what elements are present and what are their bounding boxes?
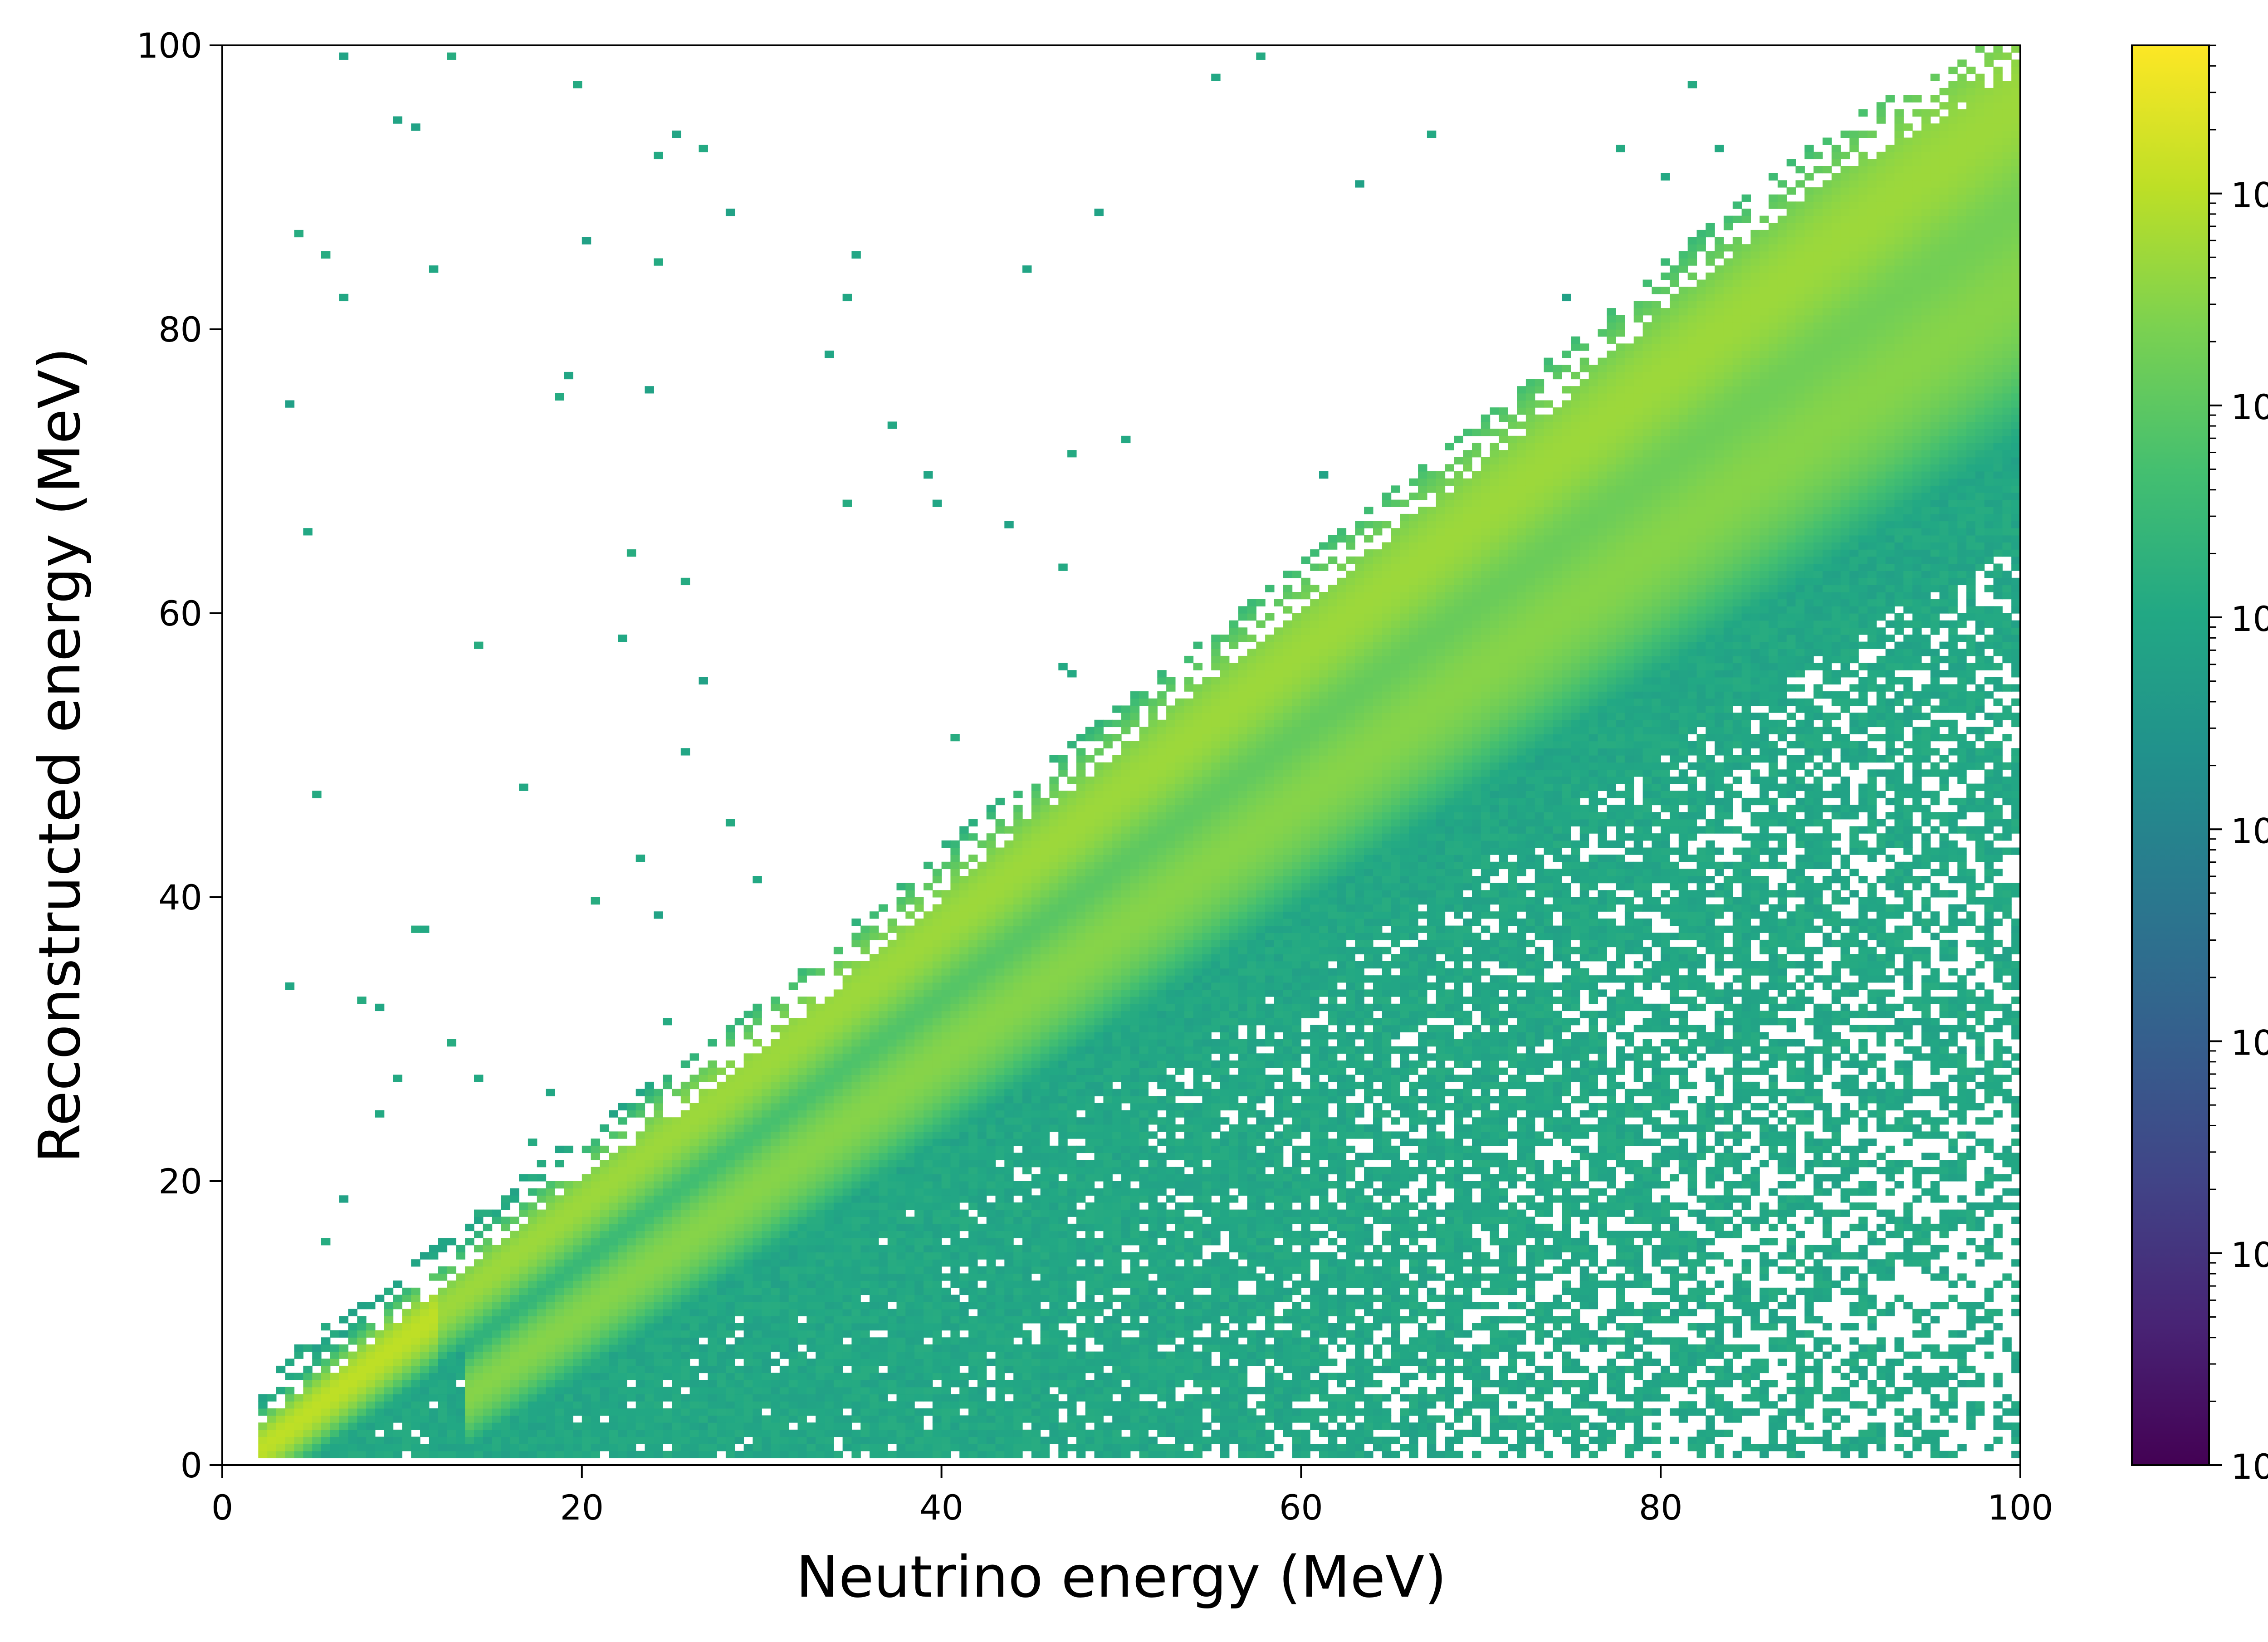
colorbar-tick-label: 10−1: [2231, 169, 2268, 215]
colorbar-tick-label: 10−4: [2231, 805, 2268, 851]
x-tick-label: 60: [1279, 1487, 1323, 1528]
y-axis-label: Reconstructed energy (MeV): [26, 347, 93, 1163]
x-tick-label: 80: [1639, 1487, 1683, 1528]
y-tick-label: 100: [137, 25, 202, 66]
heatmap-cells: [258, 45, 2020, 1458]
y-tick-label: 20: [158, 1161, 202, 1202]
axis-ticks: 0 20 40 60 80 100 0 20 40 60 80 100: [137, 25, 2053, 1528]
colorbar-tick-label: 10−6: [2231, 1229, 2268, 1275]
x-tick-label: 40: [919, 1487, 963, 1528]
colorbar-tick-label: 10−3: [2231, 593, 2268, 639]
y-tick-label: 0: [181, 1445, 202, 1486]
y-tick-label: 60: [158, 593, 202, 634]
x-tick-label: 20: [560, 1487, 604, 1528]
colorbar-ticks: 10−7 10−6 10−5 10−4 10−3 10−2 10−1: [2209, 44, 2268, 1487]
x-tick-label: 100: [1987, 1487, 2053, 1528]
plot-frame: [221, 44, 2021, 1466]
heatmap: [258, 45, 2020, 1458]
colorbar-tick-label: 10−7: [2231, 1441, 2268, 1487]
colorbar-tick-label: 10−2: [2231, 381, 2268, 427]
colorbar-gradient: [2132, 45, 2209, 1465]
colorbar-frame: [2131, 44, 2210, 1466]
plot-area: 0 20 40 60 80 100 0 20 40 60 80 100: [137, 25, 2053, 1528]
colorbar-tick-label: 10−5: [2231, 1017, 2268, 1063]
x-tick-label: 0: [211, 1487, 233, 1528]
y-tick-label: 80: [158, 309, 202, 350]
colorbar: 10−7 10−6 10−5 10−4 10−3 10−2 10−1: [2131, 44, 2268, 1487]
y-tick-label: 40: [158, 877, 202, 918]
x-axis-label: Neutrino energy (MeV): [796, 1544, 1447, 1610]
